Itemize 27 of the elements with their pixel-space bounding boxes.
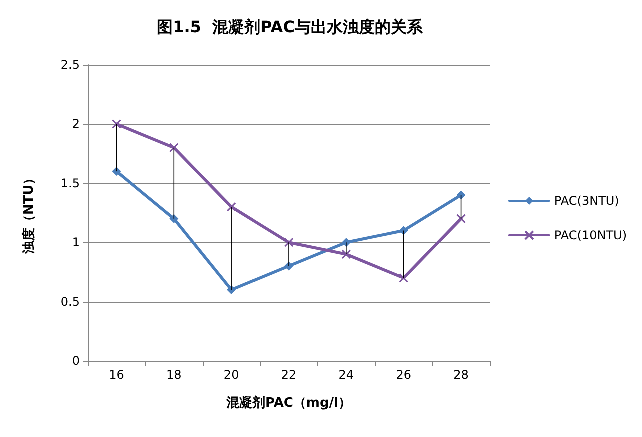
- x-tick-label: 22: [281, 368, 297, 382]
- point: [456, 214, 466, 224]
- x-tick-label: 28: [454, 368, 469, 382]
- point: [456, 190, 466, 200]
- y-tick-label: 0: [72, 354, 80, 368]
- y-tick-label: 2: [72, 117, 80, 132]
- point: [112, 119, 122, 129]
- x-tick-label: 20: [224, 368, 240, 382]
- x-tick-label: 24: [338, 368, 354, 382]
- y-axis-title: 浊度（NTU）: [21, 172, 37, 256]
- point: [226, 202, 236, 212]
- legend-label: PAC(3NTU): [554, 194, 620, 208]
- point: [284, 238, 294, 248]
- point: [399, 273, 409, 283]
- x-tick-label: 26: [396, 368, 412, 382]
- point: [342, 250, 352, 260]
- chart-title: 图1.5 混凝剂PAC与出水浊度的关系: [157, 18, 424, 36]
- legend-label: PAC(10NTU): [554, 228, 628, 242]
- y-tick-label: 1: [72, 236, 80, 250]
- y-tick-label: 2.5: [60, 58, 80, 72]
- point: [112, 167, 122, 176]
- x-tick-label: 16: [109, 368, 124, 382]
- y-tick-label: 0.5: [60, 294, 80, 309]
- y-tick-label: 1.5: [60, 176, 80, 190]
- point: [169, 143, 179, 153]
- x-tick-label: 18: [166, 368, 182, 382]
- x-axis-title: 混凝剂PAC（mg/l）: [226, 395, 352, 411]
